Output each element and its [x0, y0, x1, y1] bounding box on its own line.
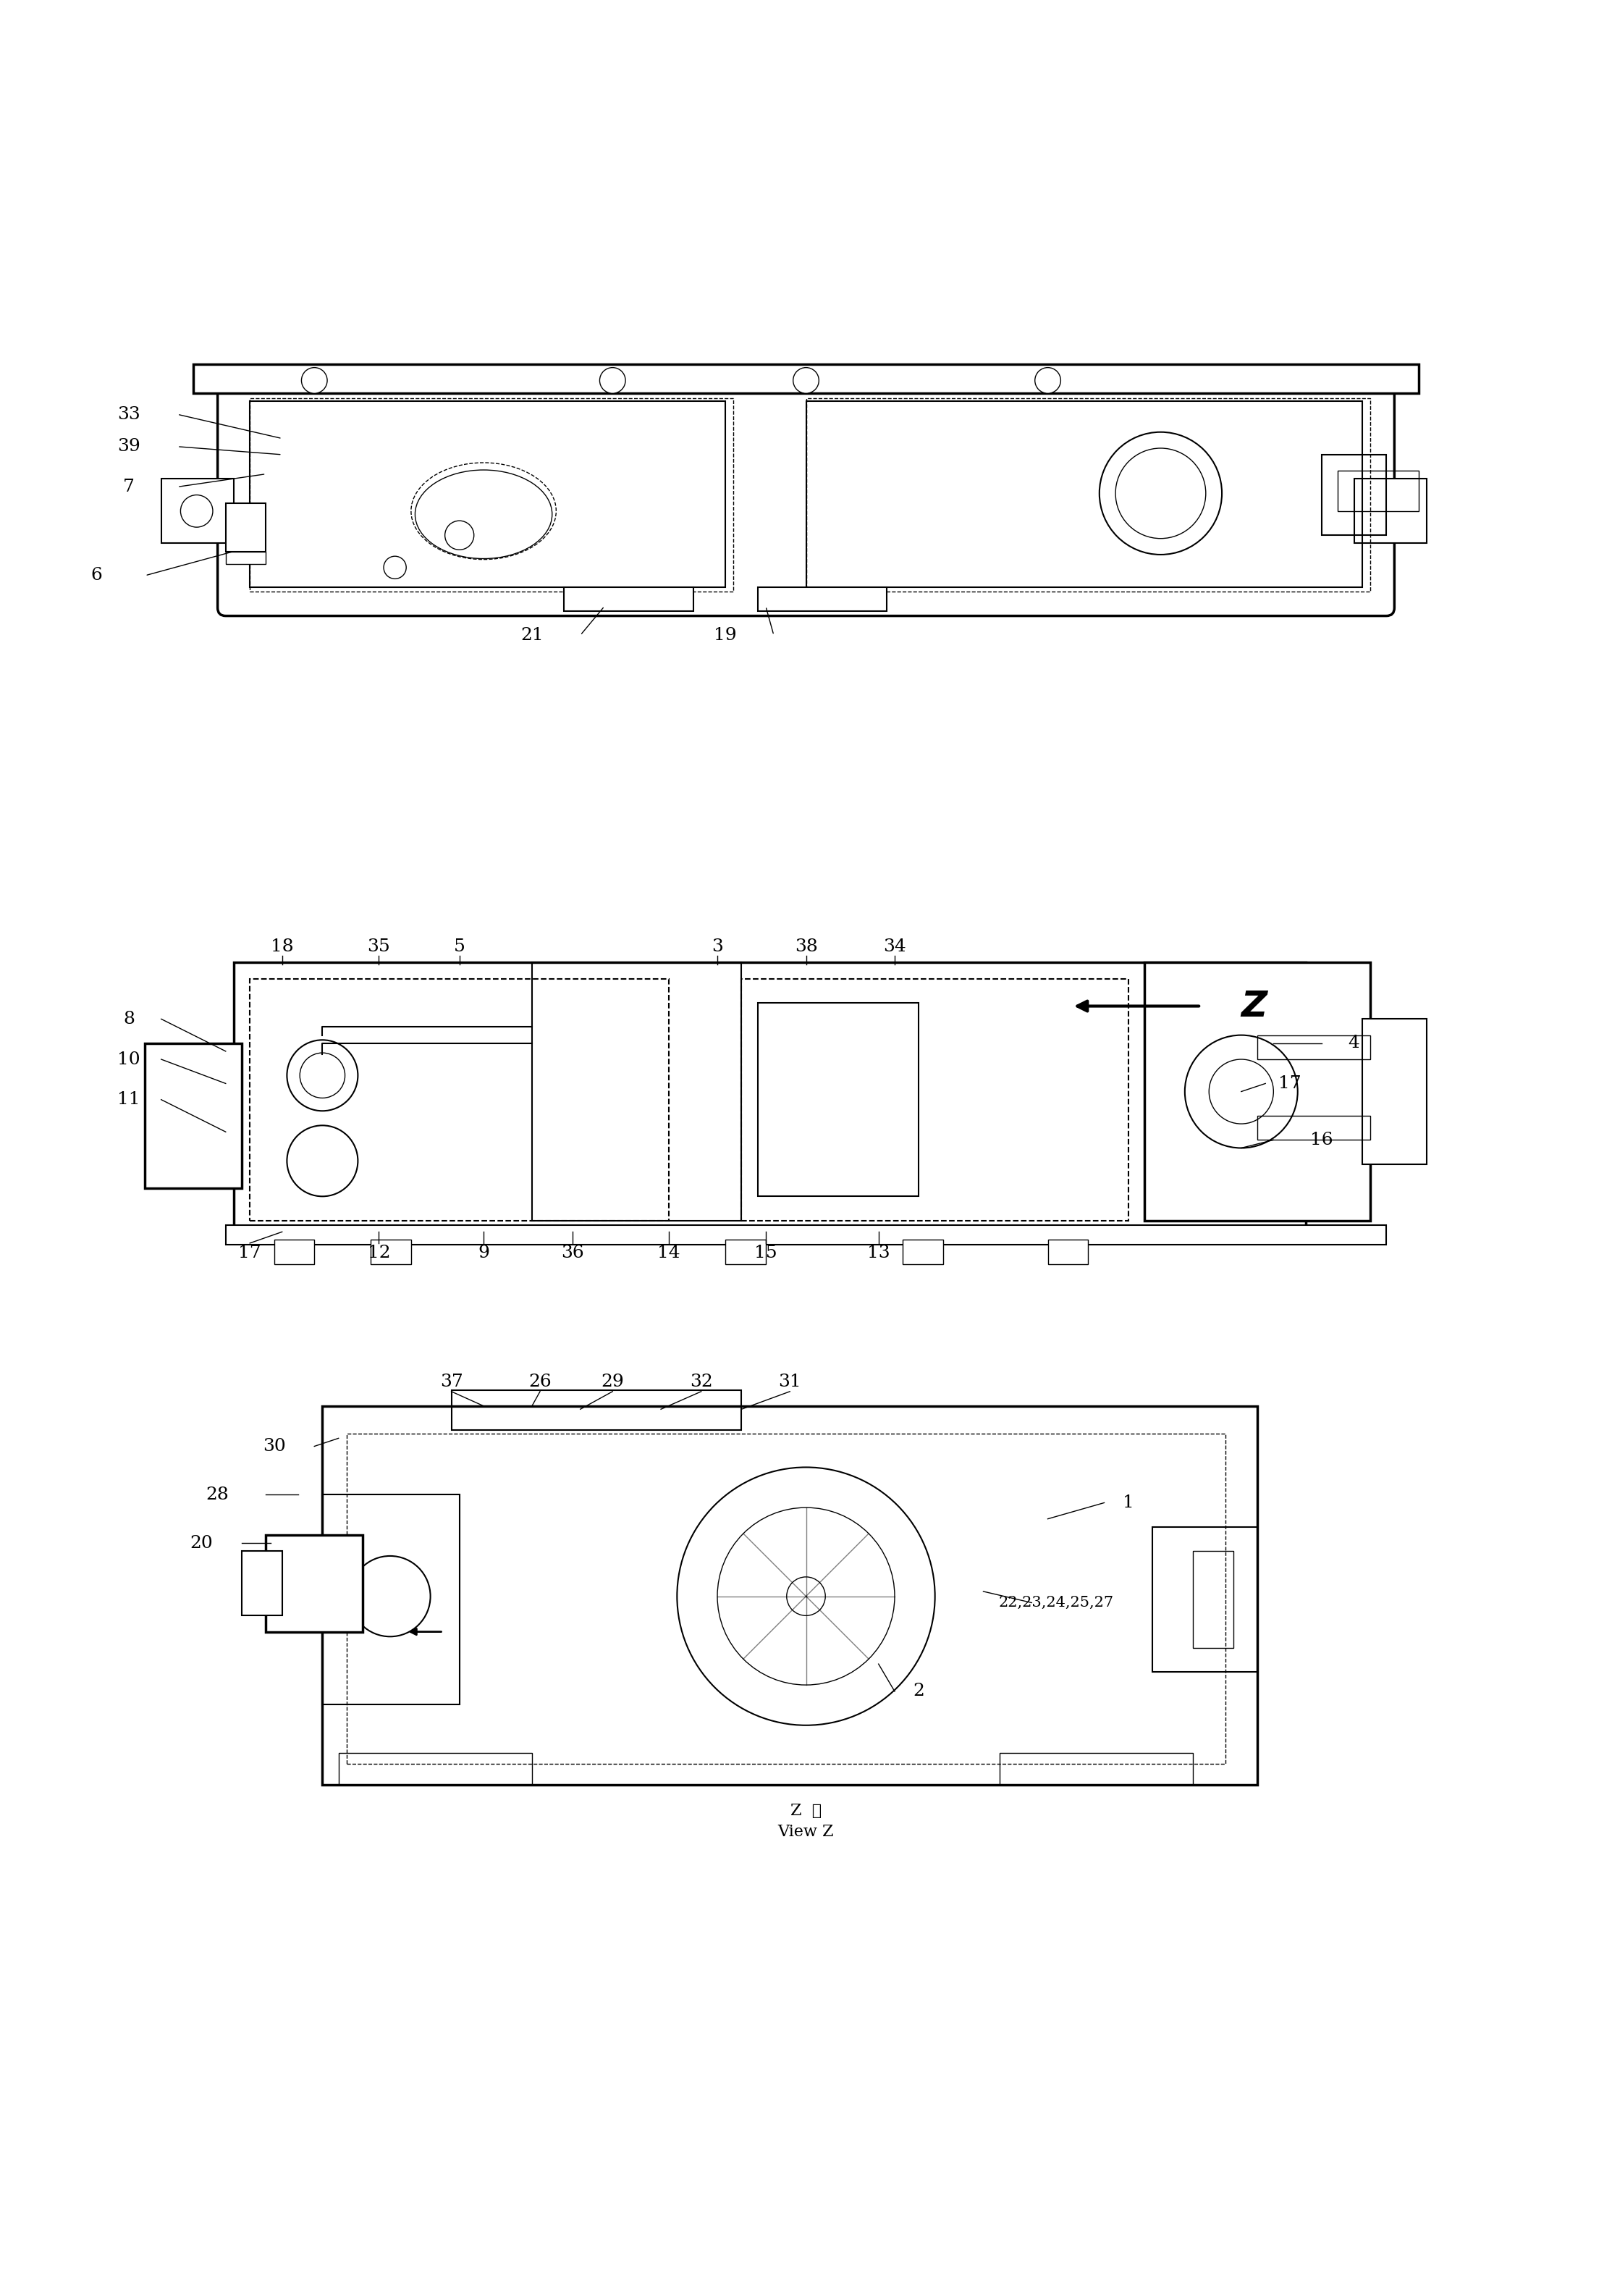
Text: 20: 20	[190, 1534, 213, 1552]
Bar	[371, 1240, 411, 1265]
Circle shape	[384, 556, 406, 579]
Text: 7: 7	[123, 478, 135, 496]
Text: 35: 35	[368, 939, 390, 955]
Text: 8: 8	[123, 1010, 135, 1026]
Bar	[1153, 1527, 1257, 1671]
Bar	[226, 1226, 1386, 1244]
Bar	[758, 1003, 919, 1196]
Text: 14: 14	[658, 1244, 680, 1261]
Bar	[226, 551, 266, 565]
Text: 15: 15	[754, 1244, 777, 1261]
Text: 5: 5	[453, 939, 466, 955]
Text: 17: 17	[239, 1244, 261, 1261]
Bar	[1257, 1035, 1370, 1058]
Text: 18: 18	[271, 939, 293, 955]
Text: 38: 38	[795, 939, 817, 955]
Text: 3: 3	[711, 939, 724, 955]
Bar	[193, 365, 1419, 393]
Bar	[161, 480, 234, 544]
Text: 16: 16	[1311, 1132, 1333, 1148]
Bar	[1193, 1552, 1233, 1649]
Circle shape	[793, 367, 819, 393]
Bar	[1354, 480, 1427, 544]
Bar	[742, 978, 1128, 1221]
Text: Z: Z	[1241, 990, 1267, 1024]
Bar	[322, 1405, 1257, 1784]
Bar	[806, 402, 1362, 588]
Text: 26: 26	[529, 1373, 551, 1389]
Text: 33: 33	[118, 406, 140, 422]
Bar	[564, 588, 693, 611]
Text: 4: 4	[1348, 1035, 1361, 1052]
Text: 2: 2	[912, 1683, 925, 1699]
FancyBboxPatch shape	[218, 365, 1394, 615]
Text: 22,23,24,25,27: 22,23,24,25,27	[998, 1596, 1114, 1609]
Text: Z  視: Z 視	[790, 1802, 822, 1818]
Text: 30: 30	[263, 1437, 285, 1456]
Text: 13: 13	[867, 1244, 890, 1261]
Text: 32: 32	[690, 1373, 713, 1389]
Text: 29: 29	[601, 1373, 624, 1389]
Bar	[339, 1752, 532, 1784]
Circle shape	[181, 496, 213, 528]
Bar	[532, 962, 742, 1221]
Bar	[250, 978, 669, 1221]
Text: 37: 37	[440, 1373, 463, 1389]
Text: 10: 10	[118, 1052, 140, 1068]
Bar	[451, 1389, 742, 1430]
Circle shape	[445, 521, 474, 549]
Bar	[242, 1552, 282, 1616]
Bar	[725, 1240, 766, 1265]
Bar	[1362, 1019, 1427, 1164]
Circle shape	[787, 1577, 825, 1616]
Bar	[999, 1752, 1193, 1784]
Bar	[758, 588, 887, 611]
Text: 28: 28	[206, 1486, 229, 1504]
Text: 21: 21	[521, 627, 543, 643]
Text: 34: 34	[883, 939, 906, 955]
Bar	[1257, 1116, 1370, 1139]
Text: 19: 19	[714, 627, 737, 643]
Bar	[1338, 471, 1419, 512]
Bar	[1322, 455, 1386, 535]
Text: 39: 39	[118, 439, 140, 455]
Bar	[1048, 1240, 1088, 1265]
Bar	[806, 397, 1370, 592]
Bar	[250, 402, 725, 588]
Bar	[266, 1536, 363, 1632]
Bar	[322, 1495, 459, 1704]
Text: 9: 9	[477, 1244, 490, 1261]
Circle shape	[301, 367, 327, 393]
Bar	[145, 1042, 242, 1189]
Text: View Z: View Z	[779, 1823, 833, 1839]
Text: 36: 36	[561, 1244, 584, 1261]
Text: 12: 12	[368, 1244, 390, 1261]
Bar	[274, 1240, 314, 1265]
Text: 6: 6	[90, 567, 103, 583]
Bar	[250, 397, 733, 592]
Circle shape	[1035, 367, 1061, 393]
Bar	[347, 1433, 1225, 1763]
Text: 17: 17	[1278, 1075, 1301, 1093]
Bar	[234, 962, 1306, 1238]
Text: 1: 1	[1122, 1495, 1135, 1511]
Circle shape	[600, 367, 625, 393]
Text: 31: 31	[779, 1373, 801, 1389]
Bar	[903, 1240, 943, 1265]
Bar	[1145, 962, 1370, 1221]
Bar	[226, 503, 266, 551]
Text: 11: 11	[118, 1091, 140, 1109]
